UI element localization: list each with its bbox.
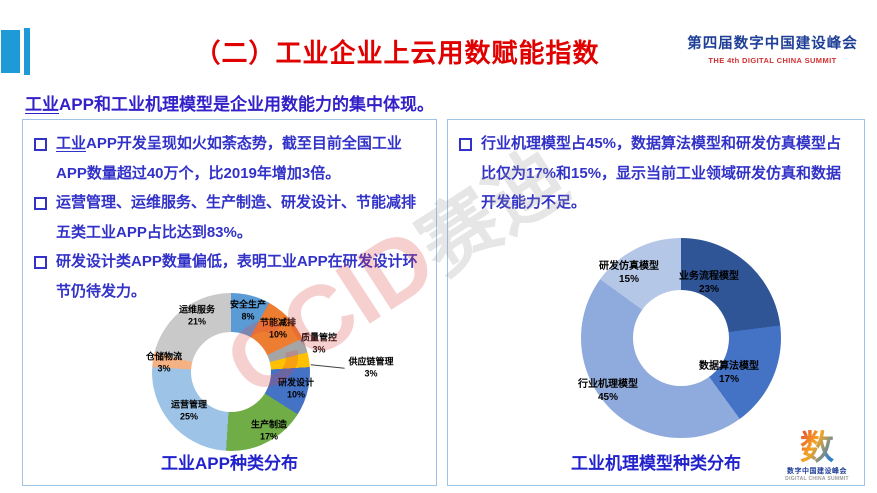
- summit-header-logo: 第四届数字中国建设峰会 THE 4th DIGITAL CHINA SUMMIT: [680, 32, 865, 65]
- supply-chain-leader-line: [310, 358, 346, 369]
- bullet-text: 研发设计类APP数量偏低，表明工业APP在研发设计环节仍待发力。: [56, 253, 418, 300]
- mechanism-model-donut-chart: [581, 238, 781, 438]
- chart-title-mechanism-model: 工业机理模型种类分布: [571, 454, 741, 473]
- pie-label: 业务流程模型 23%: [679, 271, 739, 295]
- industrial-app-donut-chart: [152, 293, 310, 451]
- bullet-item: 运营管理、运维服务、生产制造、研发设计、节能减排五类工业APP占比达到83%。: [34, 188, 426, 247]
- pie-label: 行业机理模型 45%: [578, 379, 638, 403]
- bullet-item: 行业机理模型占45%，数据算法模型和研发仿真模型占比仅为17%和15%，显示当前…: [459, 129, 854, 218]
- chart-title-industrial-app: 工业APP种类分布: [161, 454, 298, 473]
- bullet-item: 工业APP开发呈现如火如荼态势，截至目前全国工业APP数量超过40万个，比201…: [34, 129, 426, 188]
- summit-footer-logo: 数 数字中国建设峰会 DIGITAL CHINA SUMMIT: [780, 430, 854, 482]
- panel-mechanism-model: 行业机理模型占45%，数据算法模型和研发仿真模型占比仅为17%和15%，显示当前…: [447, 119, 865, 486]
- panel-industrial-app: 工业APP开发呈现如火如荼态势，截至目前全国工业APP数量超过40万个，比201…: [22, 119, 437, 486]
- pie-label: 研发设计 10%: [277, 377, 315, 399]
- pie-label: 安全生产 8%: [229, 299, 267, 321]
- accent-bar-thin: [24, 28, 30, 75]
- right-bullet-list: 行业机理模型占45%，数据算法模型和研发仿真模型占比仅为17%和15%，显示当前…: [448, 120, 864, 218]
- bullet-text: 运营管理、运维服务、生产制造、研发设计、节能减排五类工业APP占比达到83%。: [56, 194, 417, 241]
- summit-logo-chinese-text: 第四届数字中国建设峰会: [687, 36, 858, 52]
- pie-label: 质量管控 3%: [300, 332, 338, 354]
- accent-bar-wide: [1, 30, 20, 73]
- bullet-item: 研发设计类APP数量偏低，表明工业APP在研发设计环节仍待发力。: [34, 247, 426, 306]
- subtitle-underlined-part: 工业: [25, 95, 59, 114]
- pie-label: 运维服务 21%: [178, 304, 216, 326]
- square-bullet-icon: [459, 138, 472, 151]
- summit-logo-glyph-icon: 数: [780, 430, 854, 466]
- pie-label: 节能减排 10%: [259, 317, 297, 339]
- square-bullet-icon: [34, 197, 47, 210]
- pie-label: 数据算法模型 17%: [699, 361, 759, 385]
- slide-subtitle: 工业APP和工业机理模型是企业用数能力的集中体现。: [25, 90, 434, 115]
- bullet-text: 行业机理模型占45%，数据算法模型和研发仿真模型占比仅为17%和15%，显示当前…: [481, 135, 842, 211]
- square-bullet-icon: [34, 138, 47, 151]
- summit-logo-english-text: THE 4th DIGITAL CHINA SUMMIT: [708, 56, 837, 65]
- summit-footer-chinese-text: 数字中国建设峰会: [787, 468, 847, 475]
- pie-label: 生产制造 17%: [250, 419, 288, 441]
- bullet-text-underlined: 工业: [56, 135, 87, 152]
- pie-label: 运营管理 25%: [170, 399, 208, 421]
- square-bullet-icon: [34, 256, 47, 269]
- summit-footer-english-text: DIGITAL CHINA SUMMIT: [785, 476, 849, 482]
- left-bullet-list: 工业APP开发呈现如火如荼态势，截至目前全国工业APP数量超过40万个，比201…: [23, 120, 436, 306]
- pie-label: 研发仿真模型 15%: [599, 261, 659, 285]
- page-title: （二）工业企业上云用数赋能指数: [194, 38, 600, 68]
- subtitle-rest: APP和工业机理模型是企业用数能力的集中体现。: [59, 95, 434, 114]
- pie-label: 仓储物流 3%: [145, 351, 183, 373]
- pie-label: 供应链管理 3%: [348, 356, 394, 378]
- bullet-text: APP开发呈现如火如荼态势，截至目前全国工业APP数量超过40万个，比2019年…: [56, 135, 402, 182]
